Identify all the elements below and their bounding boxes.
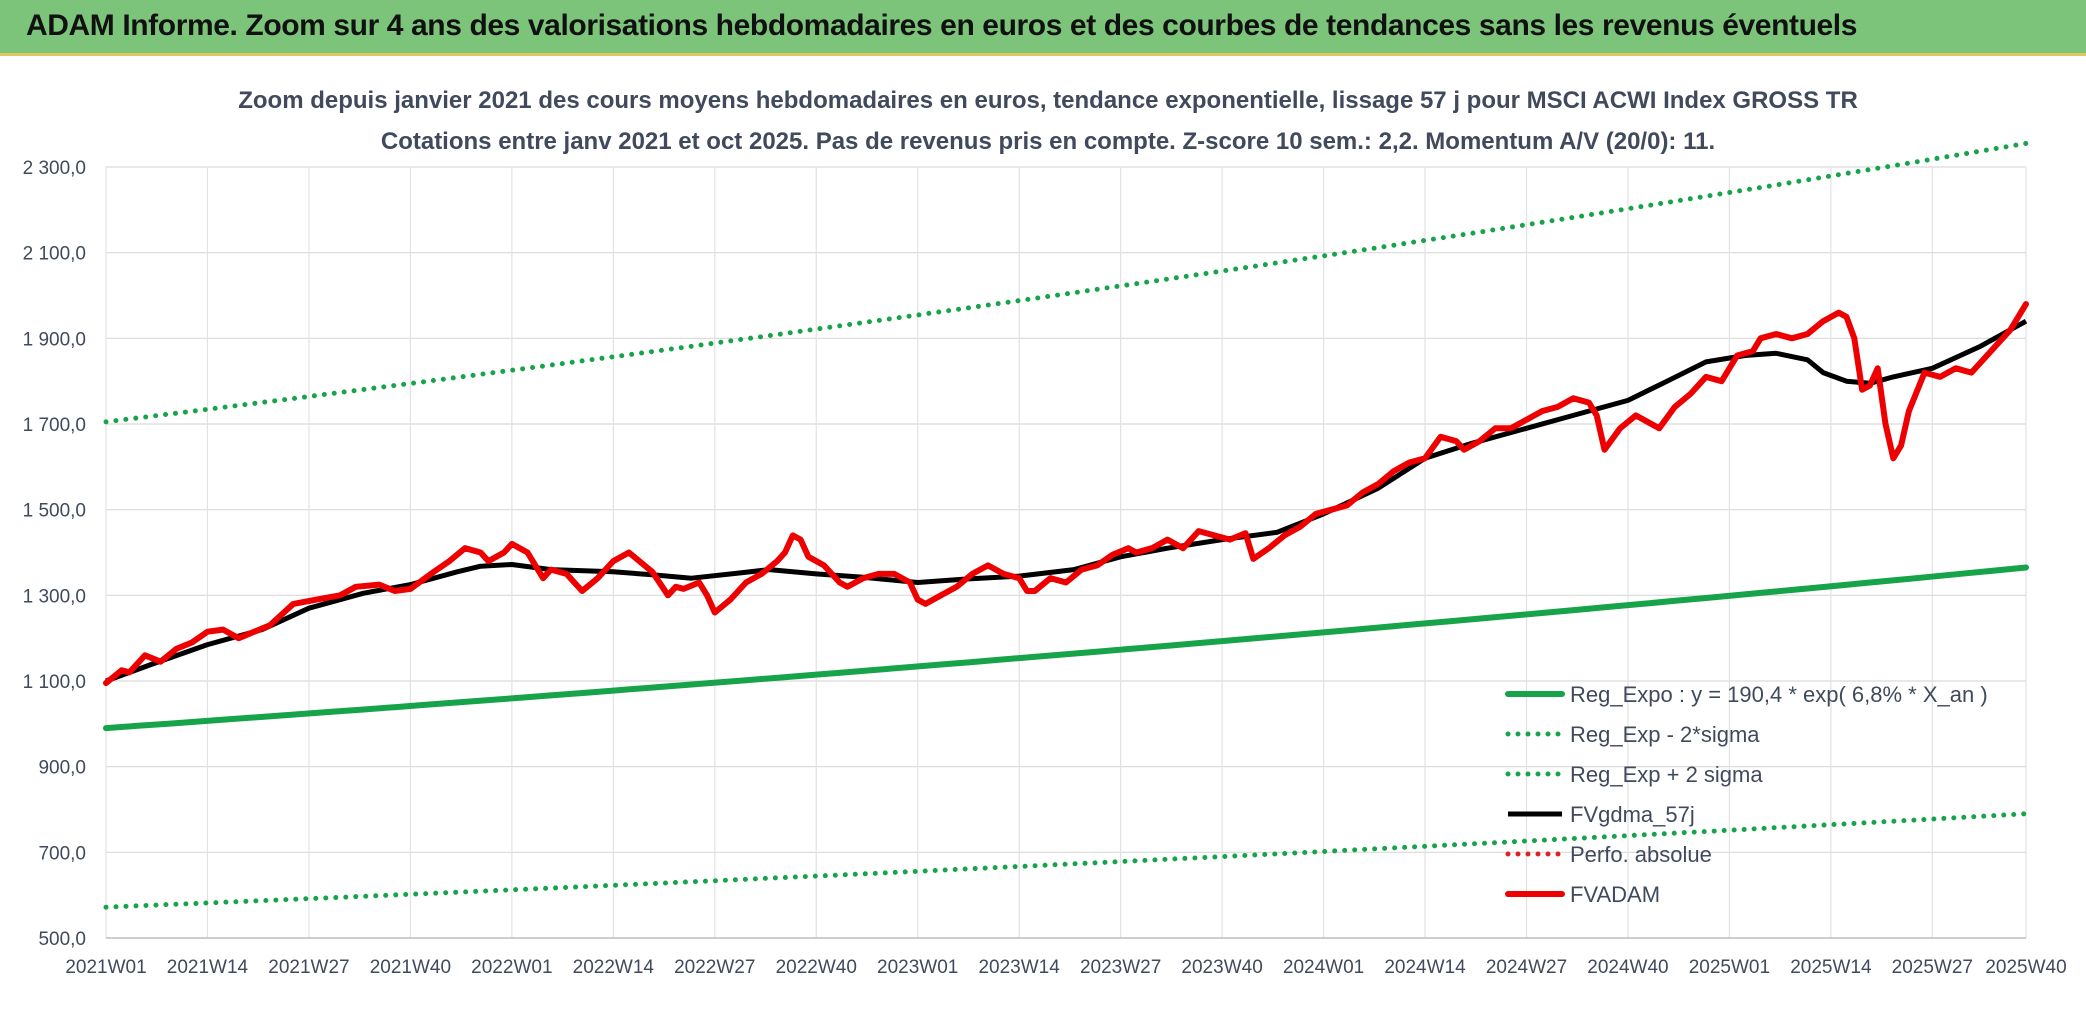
x-tick-label: 2025W14: [1790, 957, 1872, 978]
chart-title-line1: Zoom depuis janvier 2021 des cours moyen…: [238, 87, 1858, 114]
axes: 500,0 700,0 900,0 1 100,0 1 300,0 1 500,0 1 70…: [23, 158, 2067, 978]
legend-label: FVgdma_57j: [1570, 802, 1695, 827]
chart-background: [0, 56, 2086, 1031]
x-tick-label: 2023W01: [877, 957, 958, 978]
legend-label: Reg_Exp - 2*sigma: [1570, 722, 1760, 747]
banner-title: ADAM Informe. Zoom sur 4 ans des valoris…: [26, 9, 1858, 42]
series-line-fvadam: [103, 301, 2029, 687]
x-tick-label: 2023W14: [978, 957, 1060, 978]
x-tick-label: 2024W27: [1486, 957, 1567, 978]
legend-label: Reg_Expo : y = 190,4 * exp( 6,8% * X_an …: [1570, 682, 1988, 707]
x-tick-label: 2021W01: [65, 957, 146, 978]
x-tick-label: 2025W27: [1892, 957, 1973, 978]
series-line-reg-expo-y-190-4-exp-6-8-x-an: [103, 564, 2029, 732]
series-line-reg-exp-2-sigma: [103, 140, 2029, 425]
legend: Reg_Expo : y = 190,4 * exp( 6,8% * X_an …: [1505, 682, 1988, 907]
x-tick-label: 2024W14: [1384, 957, 1466, 978]
x-tick-label: 2024W01: [1283, 957, 1364, 978]
x-tick-label: 2022W14: [573, 957, 655, 978]
legend-label: Perfo. absolue: [1570, 842, 1712, 867]
x-tick-label: 2021W40: [370, 957, 451, 978]
series-line-reg-exp-2-sigma: [103, 811, 2029, 910]
y-tick-label: 900,0: [38, 758, 86, 779]
chart-title-line2: Cotations entre janv 2021 et oct 2025. P…: [381, 128, 1715, 155]
x-tick-label: 2024W40: [1587, 957, 1668, 978]
line-chart: 500,0 700,0 900,0 1 100,0 1 300,0 1 500,0 1 70…: [0, 56, 2086, 1031]
series-line-fvgdma-57j: [105, 319, 2028, 684]
y-tick-label: 1 300,0: [23, 586, 86, 607]
legend-label: FVADAM: [1570, 882, 1660, 907]
x-tick-label: 2025W40: [1985, 957, 2066, 978]
y-tick-label: 2 300,0: [23, 158, 86, 179]
y-tick-label: 1 100,0: [23, 672, 86, 693]
x-tick-label: 2022W40: [776, 957, 857, 978]
gridlines: [105, 166, 2027, 939]
x-tick-label: 2023W40: [1181, 957, 1262, 978]
y-tick-label: 1 700,0: [23, 415, 86, 436]
x-tick-label: 2025W01: [1689, 957, 1770, 978]
y-tick-label: 1 500,0: [23, 501, 86, 522]
series-layer: [103, 140, 2029, 910]
x-tick-label: 2022W27: [674, 957, 755, 978]
x-tick-label: 2021W14: [167, 957, 249, 978]
y-tick-label: 500,0: [38, 929, 86, 950]
x-tick-label: 2022W01: [471, 957, 552, 978]
report-banner: ADAM Informe. Zoom sur 4 ans des valoris…: [0, 0, 2086, 56]
bottom-band: [0, 1027, 2086, 1031]
y-tick-label: 1 900,0: [23, 329, 86, 350]
y-tick-label: 700,0: [38, 843, 86, 864]
legend-label: Reg_Exp + 2 sigma: [1570, 762, 1763, 787]
y-tick-label: 2 100,0: [23, 244, 86, 265]
title-backdrop: [250, 83, 1850, 155]
x-tick-label: 2021W27: [268, 957, 349, 978]
x-tick-label: 2023W27: [1080, 957, 1161, 978]
